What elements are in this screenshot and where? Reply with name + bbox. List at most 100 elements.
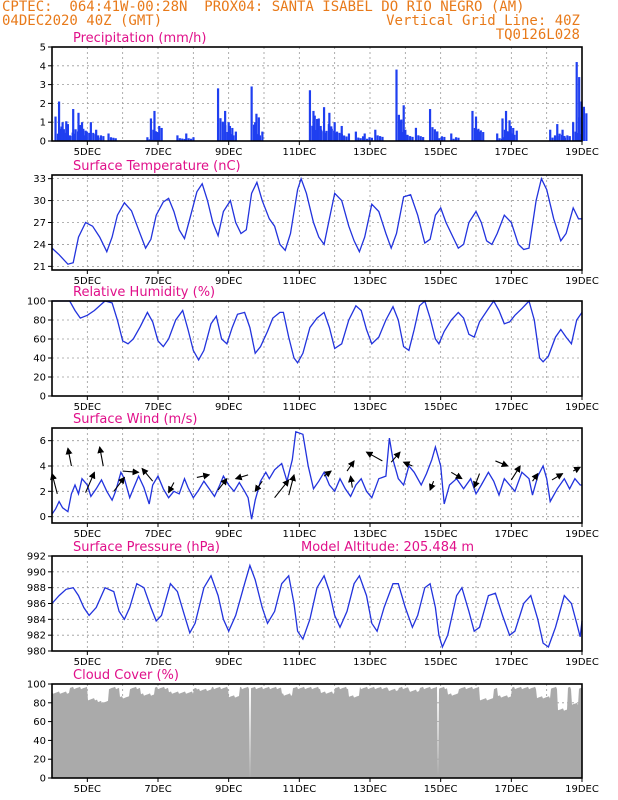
- precip-bar: [181, 138, 184, 141]
- precip-bar: [54, 116, 57, 141]
- x-tick-label: 11DEC: [282, 657, 316, 668]
- precip-bar: [228, 125, 232, 141]
- wind-arrow: [551, 473, 564, 481]
- x-tick-label: 19DEC: [565, 147, 599, 158]
- precip-bar: [551, 137, 554, 141]
- precip-bar: [178, 138, 181, 141]
- precip-bar: [436, 131, 439, 141]
- cloud-cover-area: [52, 686, 582, 780]
- precip-bar: [255, 113, 258, 141]
- precip-bar: [363, 133, 366, 141]
- precip-bar: [401, 132, 404, 141]
- y-tick-label: 0: [40, 392, 46, 403]
- precip-bar: [404, 129, 407, 141]
- y-tick-label: 20: [33, 373, 46, 384]
- precip-bar: [411, 136, 414, 141]
- precip-bar: [69, 135, 72, 141]
- precip-bar: [582, 109, 586, 141]
- precip-bar: [320, 129, 323, 141]
- precip-bar: [474, 116, 478, 141]
- precip-bar: [254, 122, 257, 141]
- wind-arrow: [141, 467, 154, 482]
- precip-bar: [89, 122, 92, 141]
- precip-bar: [433, 129, 436, 141]
- wind-arrow: [97, 446, 105, 467]
- wind-arrow: [450, 471, 463, 480]
- precip-bar: [316, 119, 319, 141]
- precip-bar: [575, 62, 578, 141]
- precip-bar: [72, 109, 75, 141]
- precip-bar: [428, 109, 432, 141]
- panel-title: Precipitation (mm/h): [73, 31, 206, 46]
- y-tick-label: 4: [40, 61, 46, 72]
- precip-bar: [250, 86, 253, 141]
- precip-bar: [345, 136, 348, 141]
- panel-title: Surface Temperature (nC): [73, 159, 241, 174]
- wind-arrow: [196, 472, 211, 480]
- precip-bar: [343, 135, 346, 141]
- precip-bar: [419, 136, 422, 141]
- wind-arrow: [254, 480, 263, 493]
- precip-bar: [563, 137, 567, 141]
- precip-bar: [226, 131, 229, 141]
- panel-1: [48, 46, 588, 145]
- precip-bar: [155, 131, 158, 141]
- y-tick-label: 990: [27, 567, 46, 578]
- precip-bar: [313, 115, 316, 141]
- precip-bar: [227, 122, 230, 141]
- x-tick-label: 17DEC: [494, 657, 528, 668]
- x-tick-label: 7DEC: [144, 147, 171, 158]
- y-tick-label: 60: [33, 717, 46, 728]
- precip-bar: [65, 121, 68, 141]
- x-tick-label: 7DEC: [144, 657, 171, 668]
- x-tick-label: 9DEC: [215, 276, 242, 287]
- series-line: [51, 563, 583, 649]
- precip-bar: [183, 138, 186, 141]
- precip-bar: [338, 132, 341, 141]
- precip-bar: [59, 128, 62, 141]
- precip-bar: [62, 129, 65, 141]
- precip-bar: [438, 138, 441, 141]
- precip-bar: [409, 136, 412, 141]
- y-tick-label: 40: [33, 736, 46, 747]
- y-tick-label: 100: [27, 680, 46, 691]
- x-tick-label: 19DEC: [565, 529, 599, 540]
- panel-frame: [51, 174, 583, 271]
- wind-arrow: [402, 461, 413, 468]
- precip-bar: [376, 135, 379, 141]
- x-tick-label: 7DEC: [144, 529, 171, 540]
- precip-bar: [476, 129, 479, 141]
- precip-bar: [114, 138, 117, 141]
- precip-bar: [317, 118, 320, 141]
- wind-arrow: [288, 473, 296, 496]
- precip-bar: [498, 138, 501, 141]
- precip-bar: [328, 112, 331, 141]
- precip-bar: [347, 133, 351, 141]
- y-tick-label: 986: [27, 599, 46, 610]
- panel-title: Surface Pressure (hPa): [73, 540, 220, 555]
- precip-bar: [482, 132, 485, 141]
- y-tick-label: 4: [40, 462, 46, 473]
- x-tick-label: 17DEC: [494, 402, 528, 413]
- x-tick-label: 15DEC: [424, 402, 458, 413]
- wind-arrow: [365, 451, 383, 462]
- panel-frame: [51, 427, 583, 524]
- x-tick-label: 17DEC: [494, 529, 528, 540]
- precip-bar: [576, 132, 580, 141]
- y-tick-label: 988: [27, 583, 46, 594]
- precip-bar: [312, 110, 315, 141]
- x-tick-label: 9DEC: [215, 402, 242, 413]
- precip-bar: [503, 129, 506, 141]
- precip-bar: [325, 130, 328, 141]
- precip-bar: [261, 131, 264, 141]
- precip-bar: [80, 122, 84, 141]
- precip-bar: [61, 122, 64, 141]
- y-tick-label: 5: [40, 43, 46, 54]
- panel-title: Relative Humidity (%): [73, 285, 215, 300]
- wind-arrow: [122, 468, 140, 476]
- x-tick-label: 11DEC: [282, 147, 316, 158]
- panel-title: Surface Wind (m/s): [73, 412, 197, 427]
- precip-bar: [88, 132, 91, 141]
- x-tick-label: 13DEC: [353, 529, 387, 540]
- header-grid-note: Vertical Grid Line: 40Z: [386, 13, 580, 29]
